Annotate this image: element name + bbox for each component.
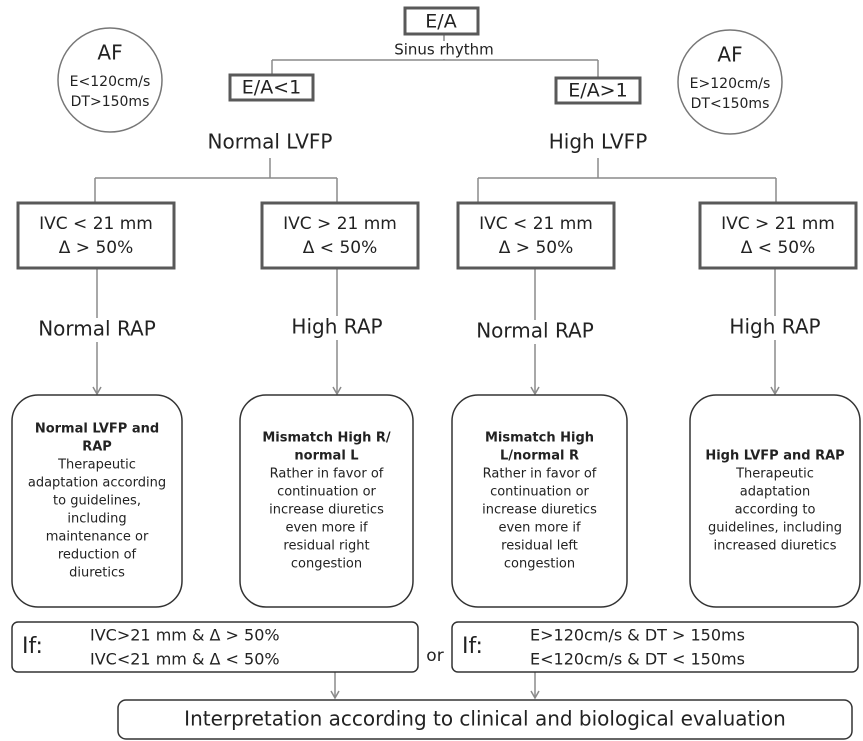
ivc-line: Δ > 50% (59, 238, 133, 258)
outcome-line: congestion (291, 557, 362, 572)
outcome-line: adaptation according (28, 476, 166, 491)
outcome-line: guidelines, including (708, 521, 842, 536)
outcome-line: maintenance or (46, 530, 149, 545)
outcome-line: increased diuretics (714, 539, 837, 554)
branch-label: E/A>1 (568, 80, 627, 102)
outcome-line: Therapeutic (57, 458, 136, 473)
outcome-line: to guidelines, (53, 494, 141, 509)
branch-box (554, 76, 642, 105)
rap-bg (335, 316, 339, 340)
ivc-box (16, 201, 176, 270)
branch-box (228, 73, 315, 102)
outcome-line: reduction of (58, 548, 137, 563)
outcome-line: increase diuretics (269, 503, 384, 518)
af-line: DT>150ms (71, 94, 150, 110)
outcome-title: RAP (82, 440, 112, 455)
condition-line: IVC<21 mm & Δ < 50% (90, 650, 280, 669)
ivc-line: IVC < 21 mm (39, 214, 153, 234)
outcome-line: residual left (501, 539, 578, 554)
af-circle (57, 27, 163, 133)
ivc-line: Δ < 50% (741, 238, 815, 258)
rhythm-note: Sinus rhythm (394, 41, 494, 59)
outcome-box (239, 394, 414, 608)
connectors (92, 34, 780, 700)
condition-box (11, 621, 419, 673)
ivc-box (260, 201, 420, 270)
ivc-line: IVC > 21 mm (283, 214, 397, 234)
ivc-line: Δ > 50% (499, 238, 573, 258)
rap-bg (533, 320, 537, 344)
condition-line: IVC>21 mm & Δ > 50% (90, 626, 280, 645)
outcome-line: Rather in favor of (483, 467, 597, 482)
rap-result: High RAP (729, 315, 820, 339)
af-title: AF (97, 41, 122, 65)
ivc-line: IVC < 21 mm (479, 214, 593, 234)
ivc-box (456, 201, 616, 270)
note-bg (385, 41, 503, 59)
af-circle (677, 29, 783, 135)
outcome-line: residual right (283, 539, 369, 554)
lvfp-result: Normal LVFP (208, 130, 333, 154)
conclusion-text: Interpretation according to clinical and… (184, 707, 786, 731)
outcome-line: adaptation (740, 485, 810, 500)
ivc-line: Δ < 50% (303, 238, 377, 258)
outcome-line: including (67, 512, 126, 527)
outcome-line: continuation or (277, 485, 376, 500)
outcome-box (451, 394, 628, 608)
condition-line: E<120cm/s & DT < 150ms (530, 650, 745, 669)
outcome-line: increase diuretics (482, 503, 597, 518)
condition-prefix: If: (22, 634, 43, 659)
outcome-line: Therapeutic (735, 467, 814, 482)
outcome-box (689, 394, 861, 608)
outcome-box (11, 394, 183, 608)
conclusion-box (117, 699, 853, 740)
af-title: AF (717, 43, 742, 67)
rap-result: High RAP (291, 315, 382, 339)
condition-line: E>120cm/s & DT > 150ms (530, 626, 745, 645)
outcome-title: High LVFP and RAP (705, 449, 844, 464)
ea-box (403, 6, 480, 36)
outcome-line: according to (735, 503, 816, 518)
outcome-title: normal L (294, 449, 358, 464)
ivc-line: IVC > 21 mm (721, 214, 835, 234)
outcome-line: Rather in favor of (270, 467, 384, 482)
outcome-line: even more if (285, 521, 367, 536)
rap-result: Normal RAP (38, 317, 156, 341)
af-line: DT<150ms (691, 96, 770, 112)
ea-label: E/A (425, 11, 456, 33)
condition-prefix: If: (462, 634, 483, 659)
rap-result: Normal RAP (476, 319, 594, 343)
af-line: E<120cm/s (70, 74, 151, 90)
rap-bg (95, 318, 99, 342)
ivc-box (698, 201, 858, 270)
or-label: or (426, 646, 443, 666)
outcome-line: even more if (498, 521, 580, 536)
outcome-line: diuretics (69, 566, 125, 581)
rap-bg (773, 316, 777, 340)
outcome-line: congestion (504, 557, 575, 572)
condition-box (451, 621, 859, 673)
branch-label: E/A<1 (242, 77, 301, 99)
outcome-line: continuation or (490, 485, 589, 500)
outcome-title: L/normal R (500, 449, 579, 464)
lvfp-result: High LVFP (549, 130, 648, 154)
outcome-title: Mismatch High (485, 431, 594, 446)
outcome-title: Normal LVFP and (35, 422, 159, 437)
af-line: E>120cm/s (690, 76, 771, 92)
outcome-title: Mismatch High R/ (262, 431, 391, 446)
